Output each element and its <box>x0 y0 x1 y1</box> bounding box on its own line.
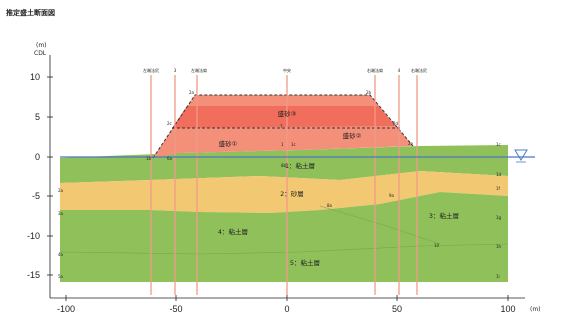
y-tick-label: 5 <box>35 112 40 122</box>
point-label: 2d <box>393 121 399 126</box>
layer-label-clay-5: 5：粘土層 <box>290 258 320 267</box>
column-label: 中央 <box>283 67 291 73</box>
layer-boundary <box>59 243 509 255</box>
y-tick-label: -5 <box>32 191 40 201</box>
layer-label-fill-2: 盛砂② <box>343 131 362 140</box>
point-label: 8a <box>327 203 333 208</box>
x-unit-label: (m) <box>530 306 541 313</box>
y-ticks <box>47 76 53 276</box>
sand-layer-2 <box>60 171 508 213</box>
point-label: 9a <box>389 193 395 198</box>
point-label: 1g <box>496 215 502 220</box>
x-tick-label: -100 <box>57 304 75 314</box>
layer-label-fill-1: 盛砂① <box>219 139 238 148</box>
layer-boundary <box>319 205 441 245</box>
point-label: 1 <box>281 142 284 147</box>
point-label: 6a <box>167 156 173 161</box>
x-tick-label: 50 <box>392 304 402 314</box>
embankment-outline <box>152 94 414 159</box>
x-tick-label: 0 <box>284 304 289 314</box>
point-label: 1c <box>291 142 296 147</box>
x-tick-label: 100 <box>500 304 515 314</box>
point-label: 4a <box>58 252 64 257</box>
point-label: 1b <box>146 156 152 161</box>
point-label: 5a <box>58 274 64 279</box>
point-label: 10 <box>434 243 440 248</box>
x-tick-label: -50 <box>169 304 182 314</box>
y-tick-label: 0 <box>35 152 40 162</box>
clay-layer-1 <box>60 145 508 183</box>
y-datum-label: CDL <box>34 50 47 57</box>
borehole-lines <box>150 75 418 295</box>
column-label: 左端法尻 <box>143 67 159 73</box>
point-label: 1i <box>496 274 500 279</box>
y-tick-label: -15 <box>27 270 40 280</box>
layer-label-clay-4: 4：粘土層 <box>218 227 248 236</box>
point-label: 1d <box>496 172 502 177</box>
page-title: 推定盛土断面図 <box>6 9 55 17</box>
column-label: 右端法肩 <box>367 67 383 73</box>
point-label: 2a <box>189 90 195 95</box>
point-label: 1c <box>496 142 501 147</box>
column-label: 右端法尻 <box>411 67 427 73</box>
x-ticks <box>65 295 509 301</box>
point-label: 1f <box>496 186 501 191</box>
column-label: 4 <box>398 68 401 73</box>
column-label: 3 <box>174 68 177 73</box>
layer-label-sand-2: 2：砂層 <box>280 189 304 198</box>
point-label: 2a <box>58 188 64 193</box>
point-label: 8b <box>281 163 287 168</box>
water-level-icon <box>514 149 528 163</box>
layer-label-fill-3: 盛砂③ <box>278 109 297 118</box>
y-tick-label: -10 <box>27 231 40 241</box>
point-label: 7 <box>280 124 283 129</box>
layer-label-clay-1: 1：粘土層 <box>285 161 315 170</box>
point-label: 3a <box>58 211 64 216</box>
column-label: 左端法肩 <box>191 67 207 73</box>
point-label: 2e <box>408 141 414 146</box>
point-label: 1h <box>496 244 502 249</box>
y-tick-label: 10 <box>30 72 40 82</box>
embankment-upper <box>172 106 395 128</box>
clay-layer-3 <box>60 192 508 282</box>
point-label: 2c <box>167 121 172 126</box>
layer-label-clay-3: 3：粘土層 <box>429 211 459 220</box>
point-label: 2b <box>366 90 372 95</box>
y-unit-label: (m) <box>36 42 47 49</box>
